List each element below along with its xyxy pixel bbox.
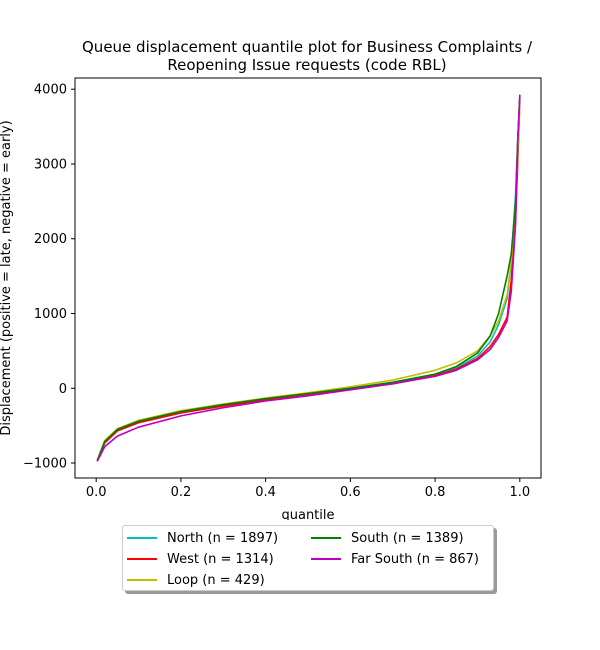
plot-area	[96, 94, 521, 462]
legend-entry: Far South (n = 867)	[311, 549, 479, 569]
x-tick-label: 0.8	[425, 485, 446, 500]
legend-swatch	[311, 558, 341, 560]
legend-swatch	[127, 537, 157, 539]
x-tick-label: 0.2	[171, 485, 192, 500]
y-tick-label: 2000	[34, 232, 67, 247]
series-line-0	[96, 95, 521, 461]
legend-swatch	[127, 579, 157, 581]
legend-swatch	[127, 558, 157, 560]
chart: Queue displacement quantile plot for Bus…	[0, 38, 542, 520]
y-tick-label: 4000	[34, 83, 67, 98]
chart-title-line-1: Queue displacement quantile plot for Bus…	[82, 38, 533, 56]
legend-entry: West (n = 1314)	[127, 549, 274, 569]
legend-label: Loop (n = 429)	[167, 572, 265, 588]
x-tick-label: 0.4	[255, 485, 276, 500]
series-line-2	[96, 103, 521, 461]
legend-entry: Loop (n = 429)	[127, 570, 265, 590]
y-tick-label: 0	[59, 382, 67, 397]
plot-frame	[74, 77, 542, 479]
legend: North (n = 1897) West (n = 1314) Loop (n =…	[122, 525, 494, 591]
series-line-1	[96, 99, 521, 461]
x-tick-label: 0.0	[86, 485, 107, 500]
legend-entry: North (n = 1897)	[127, 528, 278, 548]
y-axis-ticks: −1000 0 1000 2000 3000 4000	[23, 83, 75, 472]
series-line-4	[96, 94, 521, 462]
legend-label: Far South (n = 867)	[351, 551, 479, 567]
y-tick-label: 1000	[34, 307, 67, 322]
x-tick-label: 0.6	[340, 485, 361, 500]
x-axis-ticks: 0.0 0.2 0.4 0.6 0.8 1.0	[86, 478, 530, 500]
y-tick-label: 3000	[34, 157, 67, 172]
legend-entry: South (n = 1389)	[311, 528, 464, 548]
legend-label: South (n = 1389)	[351, 530, 464, 546]
y-tick-label: −1000	[23, 457, 67, 472]
y-axis-label: Displacement (positive = late, negative …	[0, 120, 14, 435]
legend-label: West (n = 1314)	[167, 551, 274, 567]
x-axis-label: quantile	[281, 508, 334, 520]
x-tick-label: 1.0	[509, 485, 530, 500]
chart-title-line-2: Reopening Issue requests (code RBL)	[167, 56, 446, 74]
legend-swatch	[311, 537, 341, 539]
series-line-3	[96, 95, 521, 461]
legend-label: North (n = 1897)	[167, 530, 279, 546]
